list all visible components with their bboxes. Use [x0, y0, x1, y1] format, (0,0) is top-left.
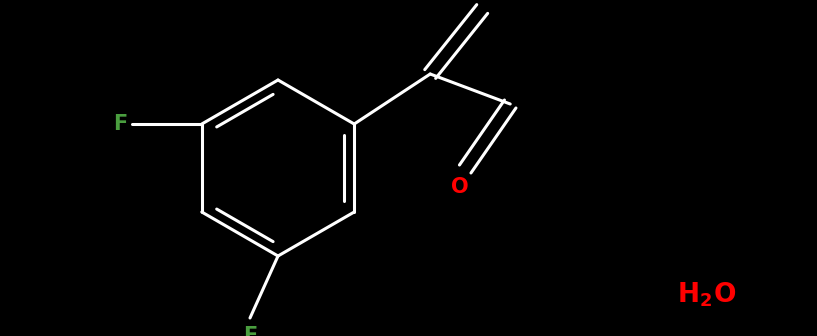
Text: O: O	[714, 282, 736, 308]
Text: F: F	[243, 326, 257, 336]
Text: H: H	[678, 282, 700, 308]
Text: F: F	[114, 114, 127, 134]
Text: 2: 2	[700, 292, 712, 310]
Text: O: O	[475, 0, 493, 1]
Text: O: O	[452, 177, 469, 197]
